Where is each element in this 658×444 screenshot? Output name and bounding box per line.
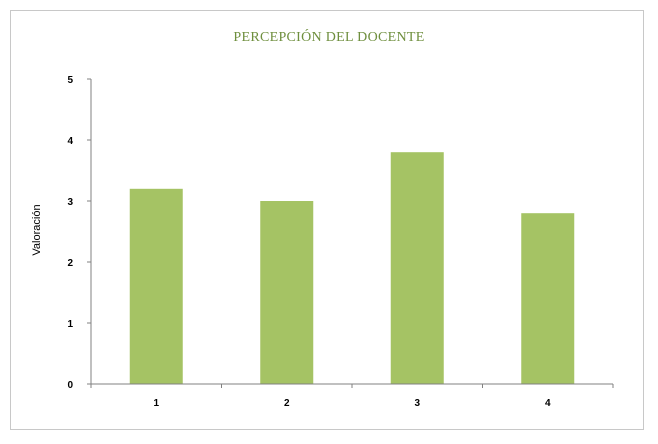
x-tick-label: 3 [414,398,420,409]
bar-series [129,152,575,384]
x-tick-label: 1 [153,398,159,409]
bar-1 [129,188,183,384]
y-tick-label: 3 [67,197,73,208]
x-axis: 1 2 3 4 [90,383,614,409]
y-tick-label: 1 [67,319,73,330]
x-tick-label: 4 [545,398,551,409]
x-tick-label: 2 [284,398,290,409]
bar-4 [521,213,575,384]
y-tick-label: 4 [67,136,73,147]
bar-3 [390,152,444,384]
y-tick-label: 0 [67,380,73,391]
chart-title: PERCEPCIÓN DEL DOCENTE [233,30,425,45]
y-tick-label: 2 [67,258,73,269]
bar-2 [260,201,314,384]
y-tick-label: 5 [67,75,73,86]
y-axis: 0 1 2 3 4 5 [67,75,92,391]
